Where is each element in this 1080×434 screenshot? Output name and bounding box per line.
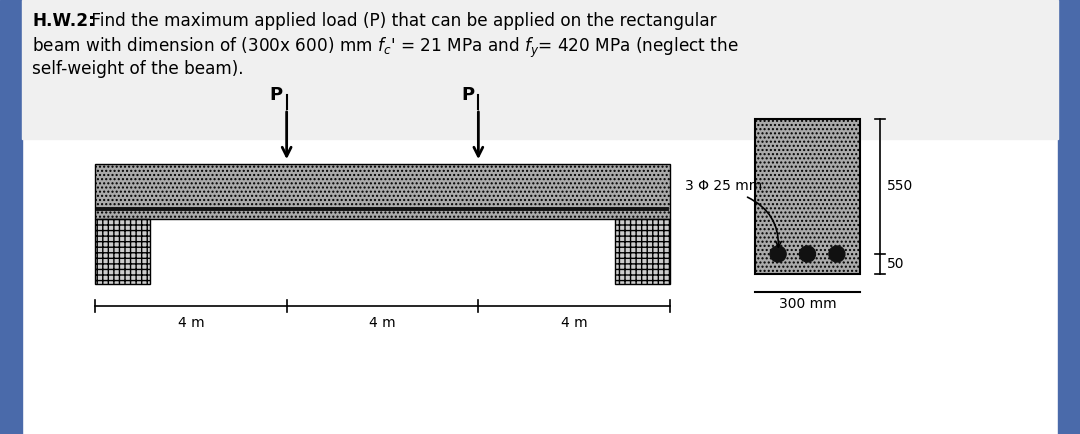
Circle shape [799,246,815,262]
Bar [615,219,670,284]
Text: beam with dimension of (300x 600) mm $f_c$' = 21 MPa and $f_y$= 420 MPa (neglect: beam with dimension of (300x 600) mm $f_… [32,36,739,60]
Text: 550: 550 [887,180,914,194]
Circle shape [770,246,786,262]
Circle shape [829,246,845,262]
Text: 3 Φ 25 mm: 3 Φ 25 mm [685,179,762,193]
Text: 4 m: 4 m [369,316,395,330]
Text: 4 m: 4 m [177,316,204,330]
Bar [1058,0,1080,434]
Bar [755,119,860,274]
Text: Find the maximum applied load (P) that can be applied on the rectangular: Find the maximum applied load (P) that c… [86,12,717,30]
Bar [22,0,1058,139]
Text: 300 mm: 300 mm [779,297,836,311]
Text: 50: 50 [887,257,905,271]
Bar [95,164,670,219]
Text: 4 m: 4 m [561,316,588,330]
Text: P: P [270,86,283,104]
Text: P: P [461,86,474,104]
Bar [0,0,22,434]
Bar [95,219,150,284]
Text: H.W.2:: H.W.2: [32,12,95,30]
Text: self-weight of the beam).: self-weight of the beam). [32,60,244,78]
